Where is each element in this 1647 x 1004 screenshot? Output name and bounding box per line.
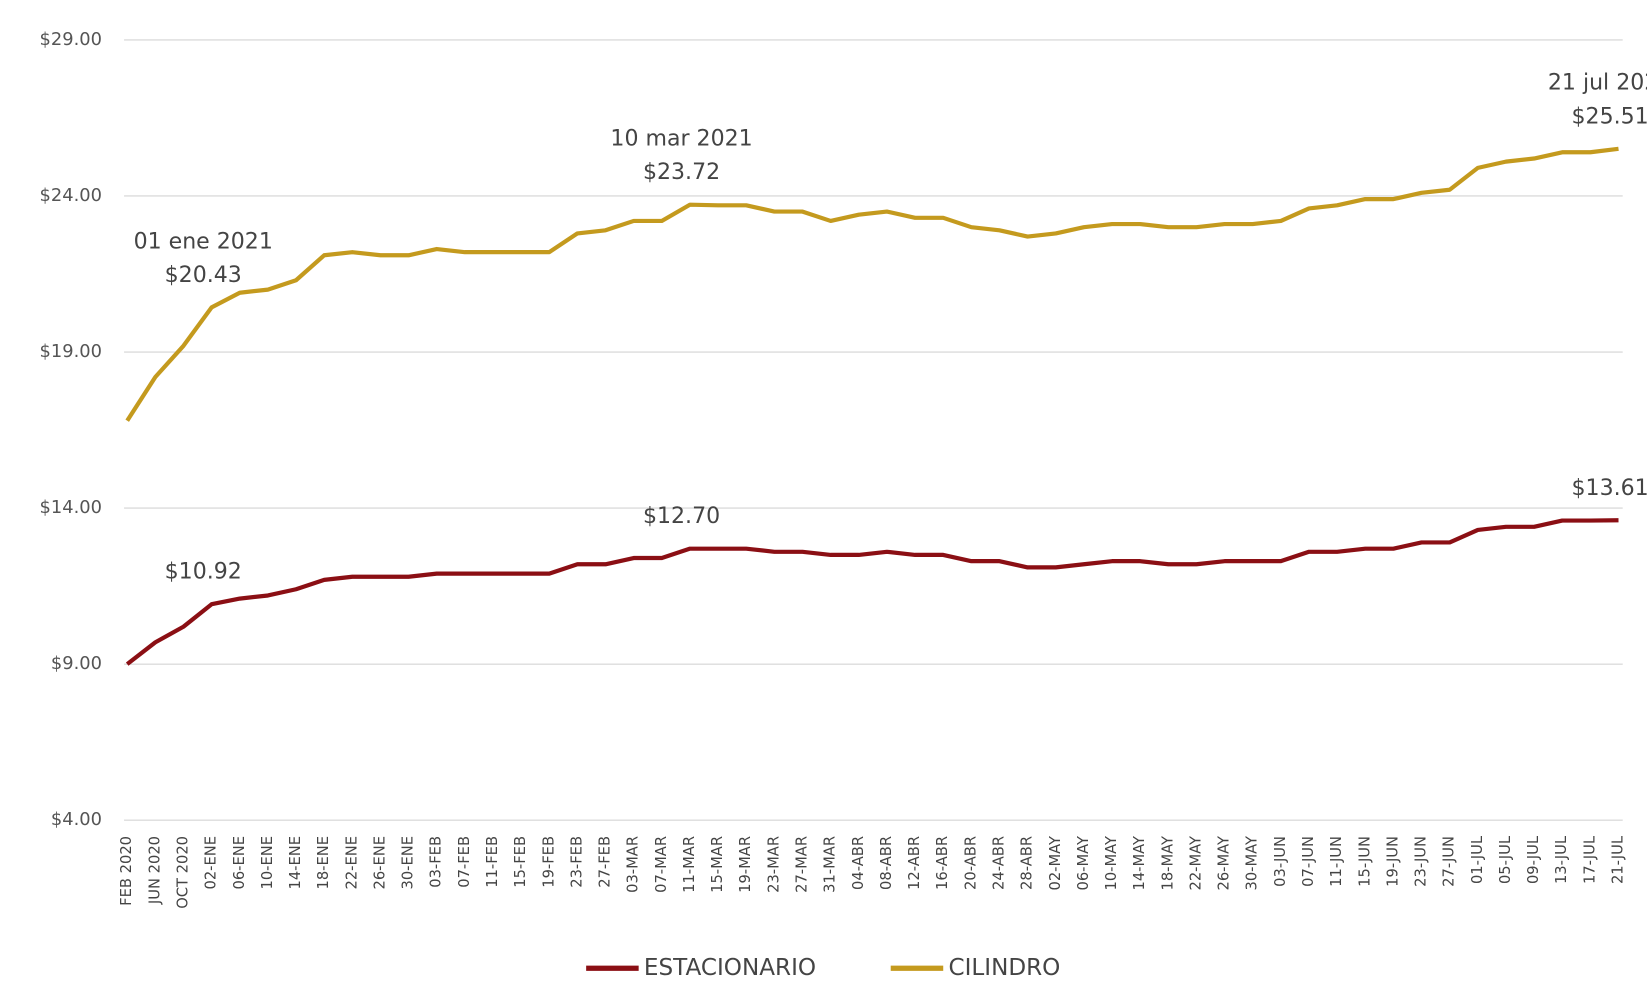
legend-label: CILINDRO — [948, 955, 1060, 981]
x-tick-label: 14-ENE — [287, 836, 304, 890]
x-tick-label: 17-JUL — [1581, 835, 1598, 884]
value-label: $13.61 — [1572, 476, 1647, 501]
x-tick-label: FEB 2020 — [118, 836, 135, 906]
y-tick-label: $14.00 — [40, 497, 102, 518]
x-tick-label: 23-FEB — [568, 836, 585, 888]
x-tick-label: 27-JUN — [1441, 836, 1458, 887]
x-tick-label: 22-MAY — [1187, 836, 1204, 891]
x-tick-label: 09-JUL — [1525, 835, 1542, 884]
x-tick-label: 02-ENE — [203, 836, 220, 890]
x-tick-label: 26-ENE — [371, 836, 388, 890]
x-tick-label: 18-ENE — [315, 836, 332, 890]
x-tick-label: 16-ABR — [934, 836, 951, 890]
x-tick-label: 01-JUL — [1469, 835, 1486, 884]
y-tick-label: $24.00 — [40, 185, 102, 206]
x-tick-label: 07-MAR — [653, 836, 670, 893]
x-tick-label: 27-FEB — [597, 836, 614, 888]
y-tick-label: $4.00 — [51, 809, 102, 830]
x-tick-label: 11-JUN — [1328, 836, 1345, 887]
value-label: $10.92 — [165, 560, 242, 585]
x-tick-label: 13-JUL — [1553, 835, 1570, 884]
x-tick-label: 07-FEB — [456, 836, 473, 888]
x-tick-label: 03-JUN — [1272, 836, 1289, 887]
x-tick-label: 28-ABR — [1019, 836, 1036, 890]
x-tick-label: 10-MAY — [1103, 836, 1120, 891]
x-tick-label: 21-JUL — [1610, 835, 1627, 884]
x-tick-label: 08-ABR — [878, 836, 895, 890]
y-tick-label: $9.00 — [51, 653, 102, 674]
x-tick-label: 27-MAR — [794, 836, 811, 893]
x-tick-label: 11-MAR — [681, 836, 698, 893]
x-tick-label: 23-MAR — [765, 836, 782, 893]
x-tick-label: OCT 2020 — [174, 836, 191, 909]
x-tick-label: 04-ABR — [850, 836, 867, 890]
x-tick-label: 14-MAY — [1131, 836, 1148, 891]
x-tick-label: 03-FEB — [428, 836, 445, 888]
x-tick-label: 02-MAY — [1047, 836, 1064, 891]
x-tick-label: 26-MAY — [1216, 836, 1233, 891]
x-tick-label: 23-JUN — [1413, 836, 1430, 887]
x-tick-label: 19-FEB — [540, 836, 557, 888]
x-tick-label: 06-ENE — [231, 836, 248, 890]
x-tick-label: 15-MAR — [709, 836, 726, 893]
y-tick-label: $29.00 — [40, 29, 102, 50]
x-tick-label: 07-JUN — [1300, 836, 1317, 887]
x-tick-label: 19-MAR — [737, 836, 754, 893]
x-tick-label: 12-ABR — [906, 836, 923, 890]
x-tick-label: 10-ENE — [259, 836, 276, 890]
x-tick-label: 31-MAR — [822, 836, 839, 893]
x-tick-label: 06-MAY — [1075, 836, 1092, 891]
x-tick-label: 30-ENE — [400, 836, 417, 890]
x-tick-label: 20-ABR — [962, 836, 979, 890]
x-tick-label: 24-ABR — [990, 836, 1007, 890]
x-tick-label: 15-FEB — [512, 836, 529, 888]
value-label: $25.51 — [1572, 104, 1647, 129]
value-label: $20.43 — [165, 263, 242, 288]
series-line — [125, 146, 1619, 422]
x-tick-label: 11-FEB — [484, 836, 501, 888]
x-tick-label: 18-MAY — [1159, 836, 1176, 891]
value-label: $12.70 — [643, 504, 720, 529]
date-label: 10 mar 2021 — [610, 127, 752, 152]
x-tick-label: JUN 2020 — [146, 836, 163, 905]
x-tick-label: 30-MAY — [1244, 836, 1261, 891]
date-label: 01 ene 2021 — [134, 229, 273, 254]
x-tick-label: 05-JUL — [1497, 835, 1514, 884]
value-label: $23.72 — [643, 160, 720, 185]
x-tick-label: 19-JUN — [1384, 836, 1401, 887]
legend-label: ESTACIONARIO — [644, 955, 816, 981]
y-tick-label: $19.00 — [40, 341, 102, 362]
x-tick-label: 03-MAR — [625, 836, 642, 893]
x-tick-label: 15-JUN — [1356, 836, 1373, 887]
series-line — [125, 518, 1619, 666]
date-label: 21 jul 2021 — [1548, 71, 1647, 96]
x-tick-label: 22-ENE — [343, 836, 360, 890]
